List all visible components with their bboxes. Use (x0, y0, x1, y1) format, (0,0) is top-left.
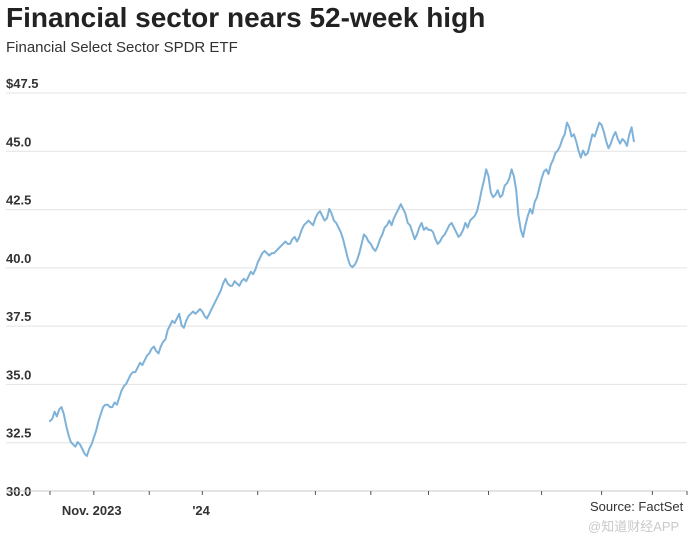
y-axis-labels: 30.032.535.037.540.042.545.0$47.5 (6, 76, 39, 499)
y-tick-label: 45.0 (6, 134, 31, 149)
y-tick-label: $47.5 (6, 76, 39, 91)
chart-subtitle: Financial Select Sector SPDR ETF (6, 39, 238, 56)
source-note: Source: FactSet (590, 499, 684, 514)
gridlines (6, 92, 687, 444)
y-tick-label: 35.0 (6, 367, 31, 382)
y-tick-label: 32.5 (6, 426, 31, 441)
x-axis-ticks (49, 491, 688, 495)
chart-title: Financial sector nears 52-week high (6, 2, 486, 33)
series-line (49, 121, 635, 457)
x-tick-label: '24 (192, 503, 210, 518)
watermark-text: @知道财经APP (588, 519, 679, 534)
series-layer (49, 121, 635, 457)
y-tick-label: 40.0 (6, 251, 31, 266)
x-tick-label: Nov. 2023 (62, 503, 122, 518)
y-tick-label: 37.5 (6, 309, 31, 324)
x-axis-labels: Nov. 2023 '24 (62, 503, 211, 518)
y-tick-label: 42.5 (6, 193, 31, 208)
